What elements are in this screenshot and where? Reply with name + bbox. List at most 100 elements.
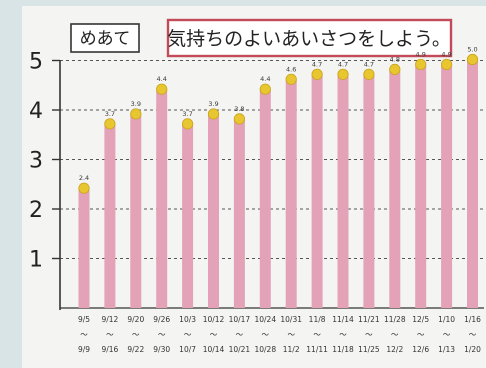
data-label: 4.4 [157,75,167,83]
x-tick-label-line: 〜 [210,330,218,339]
value-sticker [182,118,194,130]
x-tick-label-line: 9/30 [153,345,170,354]
x-tick-label: 10/31 〜 11/2 [280,315,302,354]
value-sticker [259,83,271,95]
bar [78,189,90,308]
x-tick-label-line: 9/26 [153,315,170,324]
x-tick-label-line: 9/5 [78,315,90,324]
y-tick-label: 1 [29,248,43,273]
x-tick-label-line: 10/31 [280,315,302,324]
x-tick-label-line: 10/28 [254,345,276,354]
x-tick-label-line: 〜 [184,330,192,339]
x-tick-label-line: 〜 [391,330,399,339]
data-label: 4.9 [441,50,451,58]
x-tick-label-line: 9/22 [127,345,144,354]
y-tick-label: 4 [29,99,43,124]
x-tick-label-line: 1/13 [438,345,455,354]
x-tick-label-line: 〜 [236,330,244,339]
x-tick-label-line: 11/14 [332,315,354,324]
x-tick-label-line: 11/25 [358,345,380,354]
value-sticker [415,58,427,71]
bar [337,75,349,308]
x-tick-label-line: 10/21 [229,345,251,354]
value-sticker [130,108,142,120]
x-tick-label-line: 11/8 [309,315,326,324]
x-tick-label: 10/3 〜 10/7 [179,315,196,354]
x-tick-label: 1/10 〜 1/13 [438,315,455,354]
bars: 2.4 3.7 3.9 4.4 3.7 3.9 3.8 4.4 4.6 4.7 4.7 4.7 4.8 4… [78,46,479,309]
x-tick-label-line: 〜 [365,330,373,339]
value-sticker [440,58,453,71]
value-sticker [207,108,220,120]
x-tick-label-line: 10/7 [179,345,196,354]
data-label: 4.7 [338,60,348,68]
x-axis-labels: 9/5〜9/99/12〜9/169/20〜9/229/26〜9/3010/3〜1… [78,315,481,354]
data-label: 3.8 [234,105,244,113]
goal-label: めあて [80,29,131,49]
x-tick-label-line: 〜 [339,330,347,339]
x-tick-label-line: 9/9 [78,345,90,354]
data-label: 4.6 [286,65,296,73]
x-tick-label-line: 12/6 [412,345,429,354]
x-tick-label: 1/16 〜 1/20 [464,315,481,354]
x-tick-label: 10/24 〜 10/28 [254,315,276,354]
x-tick-label-line: 11/11 [306,345,328,354]
x-tick-label-line: 10/12 [203,315,225,324]
data-label: 2.4 [79,174,89,182]
bar [415,65,427,308]
value-sticker [104,118,116,130]
x-tick-label-line: 12/2 [386,345,403,354]
bar [259,90,271,308]
x-tick-label-line: 〜 [443,330,451,339]
x-tick-label-line: 9/16 [101,345,118,354]
x-tick-label-line: 10/3 [179,315,196,324]
x-tick-label-line: 12/5 [412,315,429,324]
value-sticker [311,68,323,80]
y-tick-label: 3 [29,149,43,174]
x-tick-label-line: 〜 [80,330,88,339]
value-sticker [337,68,349,80]
data-label: 3.9 [131,100,141,108]
x-tick-label: 10/12 〜 10/14 [203,315,225,354]
x-tick-label: 12/5 〜 12/6 [412,315,429,354]
x-tick-label: 9/20 〜 9/22 [127,315,144,354]
bar [285,80,297,308]
bar [467,60,478,308]
x-tick-label: 9/12 〜 9/16 [101,315,118,354]
value-sticker [363,68,375,80]
x-tick-label-line: 10/14 [203,345,225,354]
x-tick-label-line: 〜 [469,330,477,339]
x-tick-label-line: 10/24 [254,315,276,324]
data-label: 4.4 [260,75,270,83]
data-label: 4.8 [390,55,400,63]
value-sticker [389,63,401,76]
bar [208,114,219,308]
x-tick-label: 9/26 〜 9/30 [153,315,170,354]
x-tick-label: 10/17 〜 10/21 [229,315,251,354]
data-label: 4.7 [312,60,322,68]
grid-lines [60,60,484,259]
data-label: 3.7 [105,110,115,118]
bar [363,75,375,308]
bar [441,65,453,308]
x-tick-label-line: 11/28 [384,315,406,324]
value-sticker [156,83,168,95]
data-label: 3.9 [208,100,218,108]
goal-box [166,18,453,58]
x-tick-label-line: 〜 [132,330,140,339]
x-tick-label-line: 1/20 [464,345,481,354]
goal-label-box [70,23,140,53]
x-tick-label: 9/5 〜 9/9 [78,315,90,354]
data-label: 5.0 [467,46,477,54]
data-label: 4.9 [416,50,426,58]
value-sticker [466,53,479,66]
x-tick-label-line: 10/17 [229,315,251,324]
bar [311,75,323,308]
bar [233,119,245,309]
x-tick-label: 11/14 〜 11/18 [332,315,354,354]
y-tick-label: 5 [29,50,43,75]
x-tick-label-line: 1/16 [464,315,481,324]
bar [182,124,194,308]
